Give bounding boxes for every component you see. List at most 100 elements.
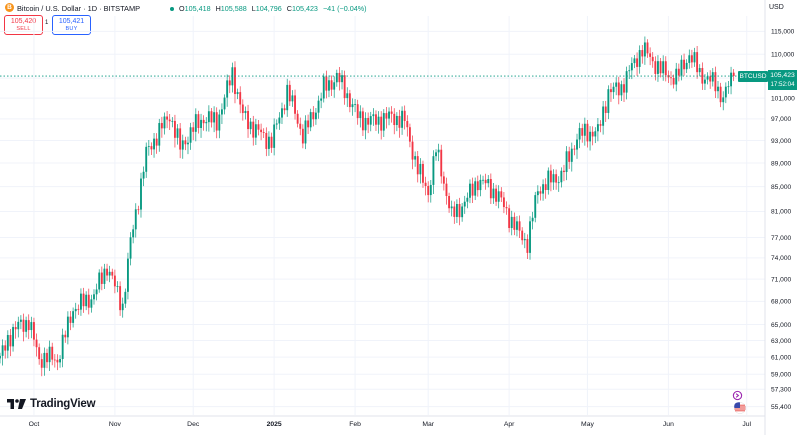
candle: [244, 106, 247, 120]
candle: [330, 75, 333, 97]
candle: [419, 158, 422, 184]
y-tick-label: 68,000: [771, 299, 792, 306]
candle: [328, 75, 330, 98]
candle: [171, 117, 174, 128]
currency-unit[interactable]: USD: [769, 4, 784, 11]
candle: [690, 49, 693, 68]
candle: [27, 314, 30, 340]
candle: [500, 187, 503, 203]
open-value: 105,418: [184, 4, 211, 13]
candle: [680, 55, 683, 81]
candle: [325, 70, 328, 99]
candle: [106, 263, 108, 281]
candle: [252, 115, 255, 146]
candle: [267, 131, 270, 156]
sell-price: 105,420: [10, 18, 37, 25]
buy-button[interactable]: 105,421 BUY: [52, 15, 91, 35]
candle: [40, 353, 43, 377]
y-tick-label: 77,000: [771, 235, 792, 242]
candle: [529, 216, 531, 260]
candle: [596, 118, 599, 142]
candle: [126, 252, 129, 300]
candle: [422, 160, 424, 188]
candle: [192, 122, 195, 141]
candle: [492, 183, 495, 204]
candle: [320, 92, 323, 109]
spread-value: 1: [45, 20, 49, 26]
candle: [314, 107, 317, 125]
candle: [388, 107, 390, 126]
us-flag-icon: [734, 402, 746, 414]
candle: [134, 203, 137, 238]
candle: [594, 127, 597, 144]
candle: [630, 57, 633, 80]
candle: [354, 98, 357, 113]
y-tick-label: 63,000: [771, 338, 792, 345]
candle: [602, 101, 605, 135]
candle: [424, 176, 427, 196]
candle: [623, 78, 625, 103]
candle: [9, 328, 12, 357]
high-value: 105,588: [220, 4, 247, 13]
candle: [1, 339, 4, 366]
candle: [469, 179, 471, 204]
y-tick-label: 71,000: [771, 276, 792, 283]
symbol-title[interactable]: Bitcoin / U.S. Dollar · 1D · BITSTAMP: [17, 4, 141, 13]
sell-button[interactable]: 105,420 SELL: [4, 15, 43, 35]
candle: [547, 167, 550, 195]
candle: [722, 91, 725, 111]
x-tick-label: Dec: [187, 421, 200, 428]
candle: [61, 328, 64, 368]
candle: [633, 54, 636, 69]
candle: [466, 192, 469, 209]
candle: [132, 224, 135, 244]
candle: [667, 70, 670, 84]
candle: [560, 167, 563, 188]
candle: [544, 178, 547, 199]
candle: [565, 146, 568, 181]
candle: [223, 94, 226, 115]
candle: [351, 98, 354, 116]
scroll-to-realtime-icon[interactable]: [732, 390, 743, 401]
candle: [675, 62, 678, 92]
candle: [273, 118, 276, 156]
candle: [288, 80, 291, 106]
tradingview-logo[interactable]: TradingView: [7, 398, 96, 410]
candle: [173, 114, 176, 148]
y-tick-label: 61,000: [771, 354, 792, 361]
candle: [696, 45, 699, 79]
candle: [278, 112, 281, 130]
candle: [356, 99, 359, 125]
bitcoin-icon: B: [5, 3, 14, 12]
candle: [489, 173, 492, 204]
candle: [698, 64, 701, 77]
candle: [291, 90, 294, 107]
candle: [401, 106, 404, 135]
y-tick-label: 74,000: [771, 255, 792, 262]
candle: [448, 192, 451, 213]
candle: [730, 66, 732, 95]
candle: [377, 111, 380, 134]
x-tick-label: Apr: [504, 421, 515, 428]
candle: [205, 117, 208, 132]
x-tick-label: Oct: [29, 421, 40, 428]
candle: [43, 347, 46, 376]
candle: [643, 36, 646, 65]
candle: [6, 330, 9, 359]
candle: [338, 67, 341, 91]
candle: [727, 80, 730, 94]
candle: [463, 195, 466, 214]
candle: [147, 140, 150, 156]
candle: [90, 294, 93, 313]
y-tick-label: 93,000: [771, 138, 792, 145]
candle: [615, 77, 618, 96]
last-price-tag: 105,423 17:52:04: [768, 70, 797, 91]
x-tick-label: May: [581, 421, 594, 428]
candle: [367, 112, 370, 134]
candle: [531, 211, 534, 230]
candle: [649, 47, 652, 66]
candle: [625, 66, 628, 100]
candle: [4, 340, 7, 359]
